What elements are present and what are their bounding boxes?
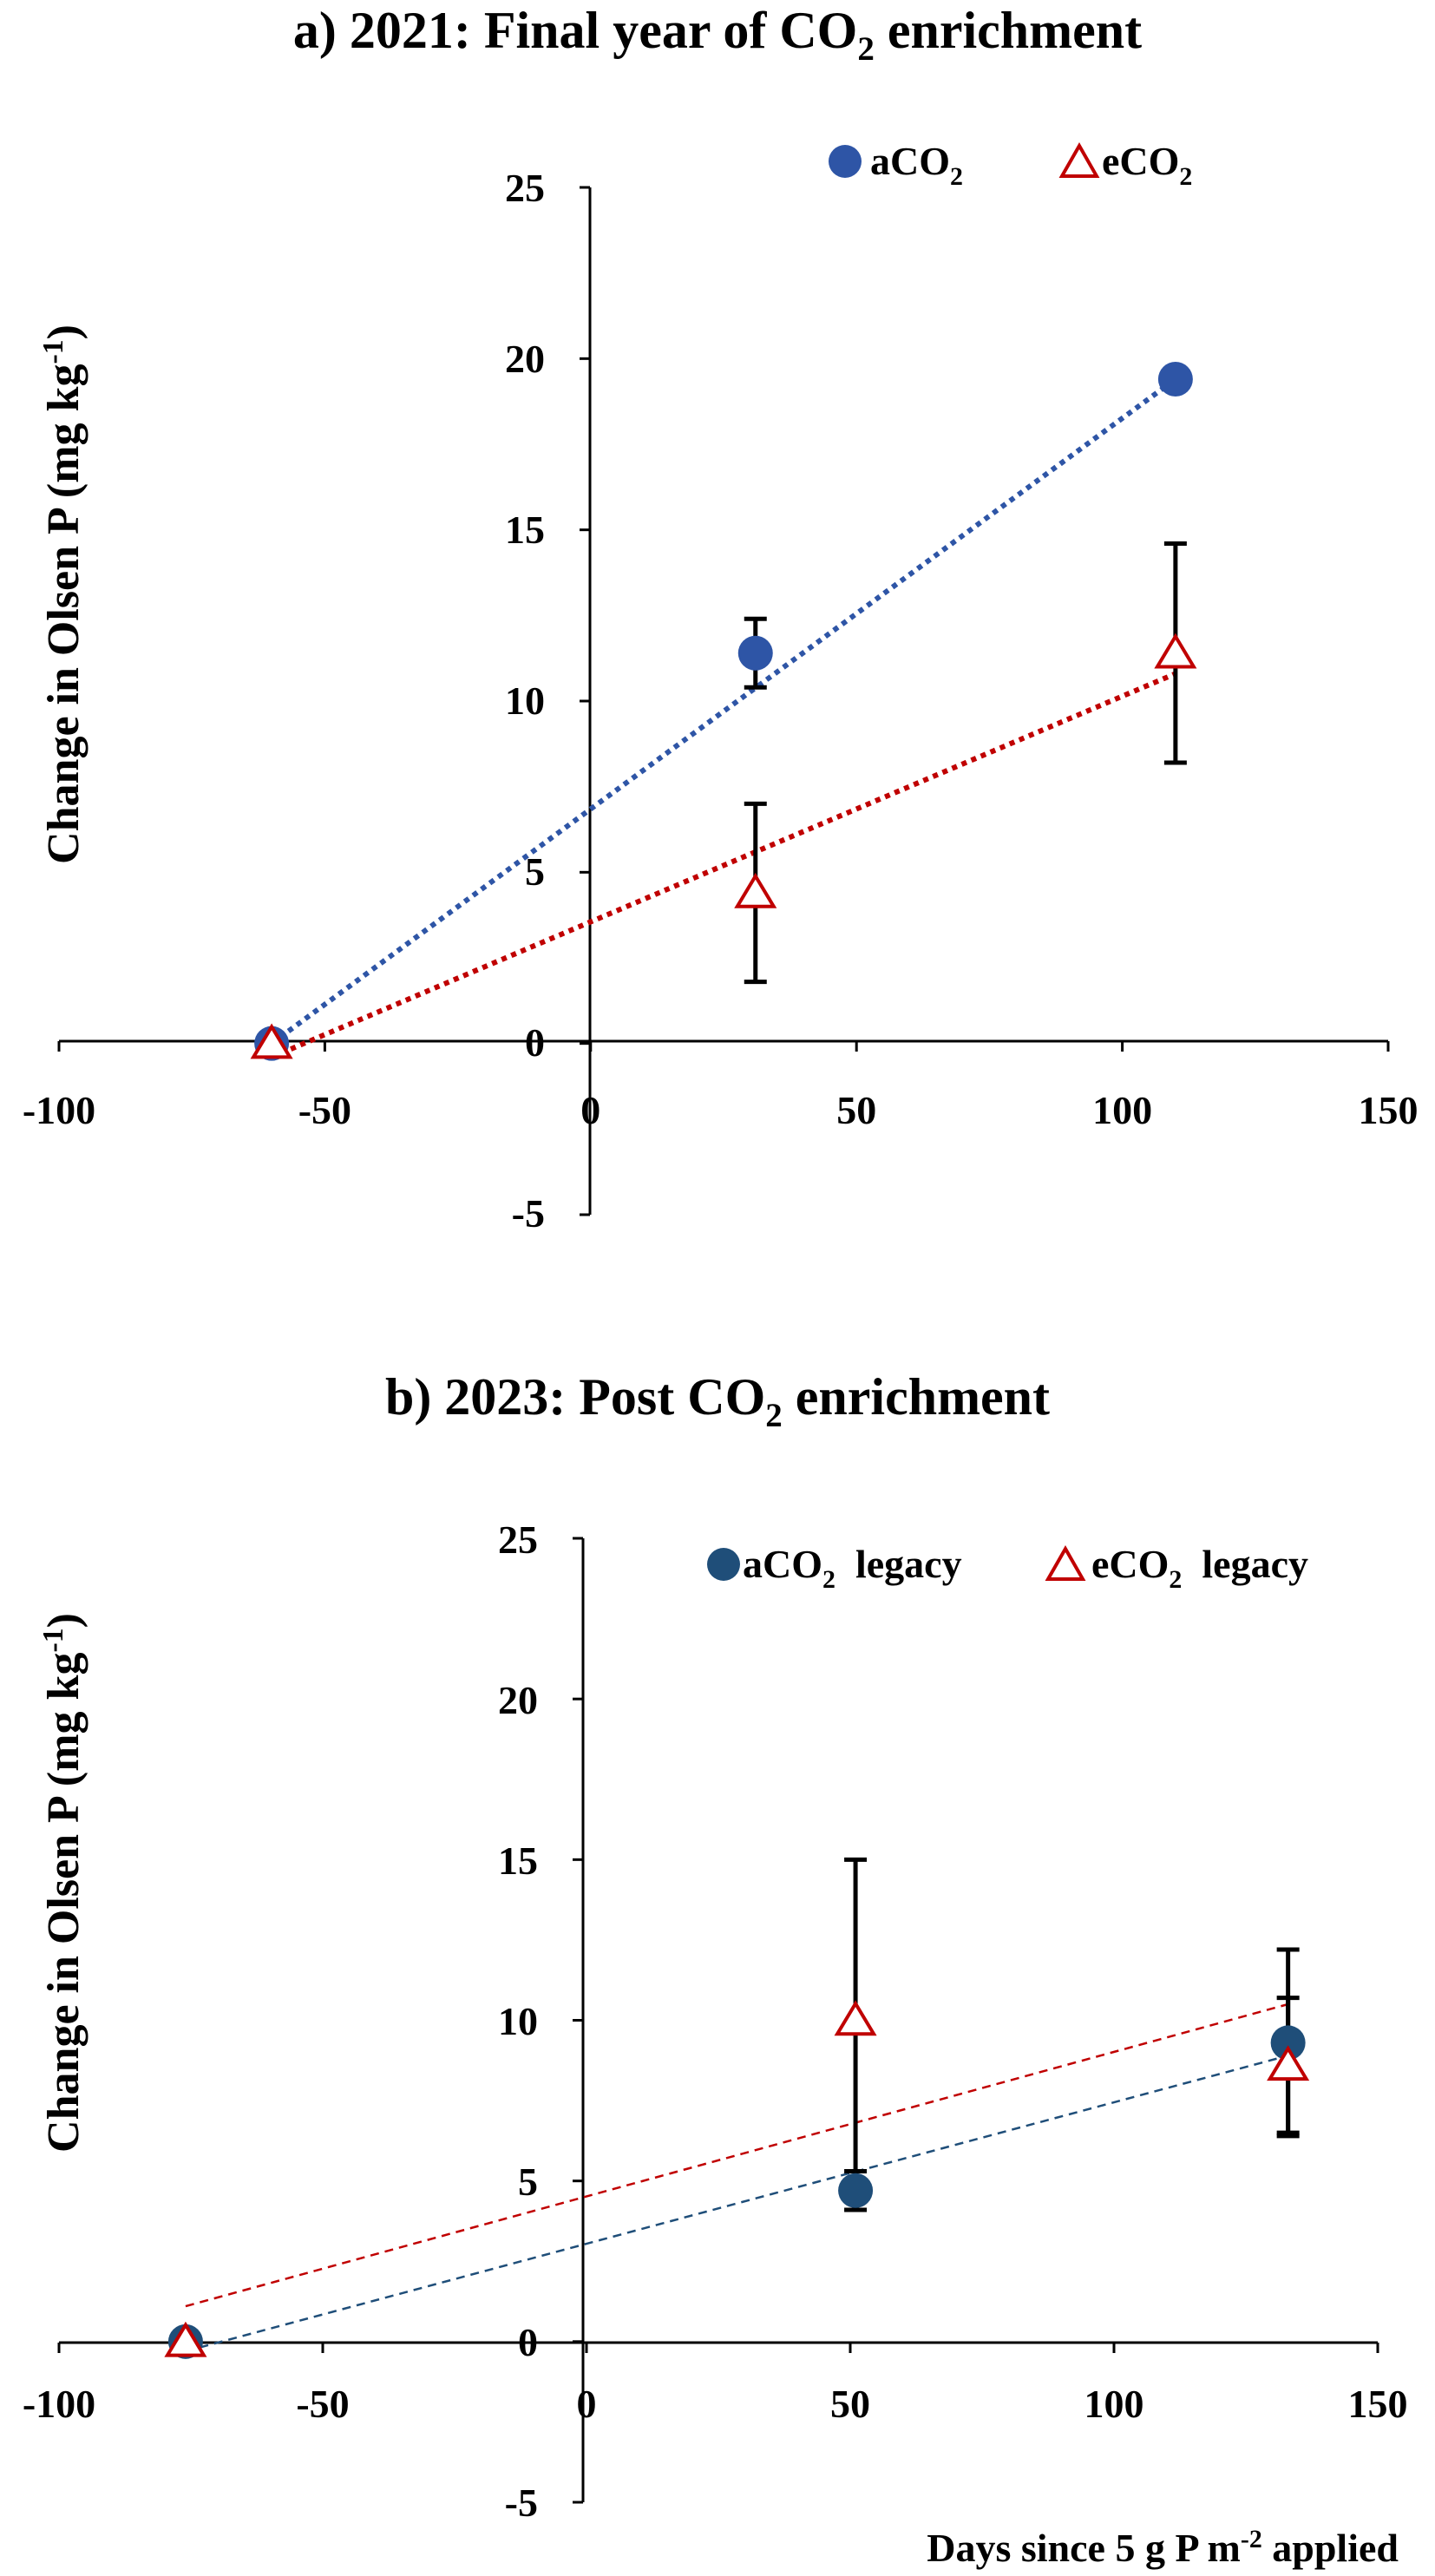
x-tick-label: 100 xyxy=(1084,2382,1144,2426)
panel-b-title: b) 2023: Post CO2 enrichment xyxy=(385,1368,1050,1434)
x-tick-label: 50 xyxy=(836,1088,876,1132)
y-tick-label: 25 xyxy=(498,1517,538,1562)
panel-a-title: a) 2021: Final year of CO2 enrichment xyxy=(293,2,1142,68)
x-tick-label: -50 xyxy=(296,2382,349,2426)
panel-b-y-ticks xyxy=(573,1537,583,2504)
panel-b-x-tick-labels: -100 -50 0 50 100 150 xyxy=(23,2382,1408,2426)
data-point-circle xyxy=(1157,362,1193,397)
y-tick-label: 20 xyxy=(498,1678,538,1722)
legend-label-aco2: aCO2 xyxy=(870,139,963,191)
data-point-triangle xyxy=(250,1023,293,1059)
x-tick-label: 0 xyxy=(580,1088,600,1132)
x-tick-label: 150 xyxy=(1348,2382,1408,2426)
panel-b-plot-area xyxy=(164,1857,1310,2359)
x-tick-label: -50 xyxy=(298,1088,351,1132)
panel-b-x-axis-label: Days since 5 g P m-2 applied xyxy=(927,2525,1399,2570)
data-point-triangle xyxy=(164,2321,207,2357)
legend-label-eco2: eCO2 xyxy=(1102,139,1192,191)
data-point-triangle xyxy=(734,872,777,908)
data-point-circle xyxy=(838,2173,874,2208)
data-point-triangle xyxy=(1267,2045,1310,2081)
data-point-circle xyxy=(1270,2025,1306,2061)
x-tick-label: -100 xyxy=(23,2382,95,2426)
y-tick-label: 25 xyxy=(505,166,545,210)
legend-circle-marker xyxy=(707,1548,740,1581)
data-point-triangle xyxy=(1154,633,1197,669)
legend-circle-marker xyxy=(829,145,862,178)
x-tick-label: 100 xyxy=(1092,1088,1152,1132)
y-tick-label: 5 xyxy=(525,849,545,894)
legend-label-eco2-legacy: eCO2 legacy xyxy=(1091,1542,1308,1594)
panel-a-y-ticks xyxy=(580,186,590,1216)
legend-triangle-marker xyxy=(1058,141,1100,178)
panel-b-x-ticks xyxy=(57,2343,1379,2353)
y-tick-label: 0 xyxy=(518,2320,538,2364)
panel-a: a) 2021: Final year of CO2 enrichment Ch… xyxy=(23,2,1419,1236)
x-tick-label: 50 xyxy=(830,2382,870,2426)
panel-b: b) 2023: Post CO2 enrichment Change in O… xyxy=(23,1368,1408,2570)
trendline-circle-series xyxy=(270,377,1177,1046)
panel-a-x-tick-labels: -100 -50 0 50 100 150 xyxy=(23,1088,1419,1132)
panel-a-y-tick-labels: 25 20 15 10 5 0 -5 xyxy=(505,166,545,1236)
x-tick-label: -100 xyxy=(23,1088,95,1132)
y-tick-label: 20 xyxy=(505,337,545,381)
x-tick-label: 0 xyxy=(577,2382,597,2426)
trendline-triangle-series xyxy=(185,2002,1288,2308)
data-point-triangle xyxy=(834,2000,877,2036)
data-point-circle xyxy=(737,635,773,671)
panel-a-y-axis-label: Change in Olsen P (mg kg-1) xyxy=(37,324,88,864)
trendline-triangle-series xyxy=(270,671,1177,1060)
y-tick-label: 15 xyxy=(505,508,545,552)
legend-label-aco2-legacy: aCO2 legacy xyxy=(743,1542,962,1594)
y-tick-label: 10 xyxy=(505,678,545,723)
panel-b-y-axis-label: Change in Olsen P (mg kg-1) xyxy=(37,1613,88,2153)
panel-a-x-ticks xyxy=(57,1041,1390,1052)
panel-a-plot-area xyxy=(250,362,1197,1061)
legend-triangle-marker xyxy=(1045,1544,1086,1581)
trendline-circle-series xyxy=(185,2055,1288,2353)
y-tick-label: 5 xyxy=(518,2160,538,2204)
panel-b-y-tick-labels: 25 20 15 10 5 0 -5 xyxy=(498,1517,538,2525)
y-tick-label: -5 xyxy=(505,2481,538,2525)
y-tick-label: 0 xyxy=(525,1020,545,1065)
panel-b-legend: aCO2 legacy eCO2 legacy xyxy=(707,1542,1308,1594)
y-tick-label: 10 xyxy=(498,1999,538,2043)
x-tick-label: 150 xyxy=(1359,1088,1419,1132)
y-tick-label: -5 xyxy=(512,1191,545,1236)
y-tick-label: 15 xyxy=(498,1839,538,1883)
panel-a-legend: aCO2 eCO2 xyxy=(829,139,1192,191)
